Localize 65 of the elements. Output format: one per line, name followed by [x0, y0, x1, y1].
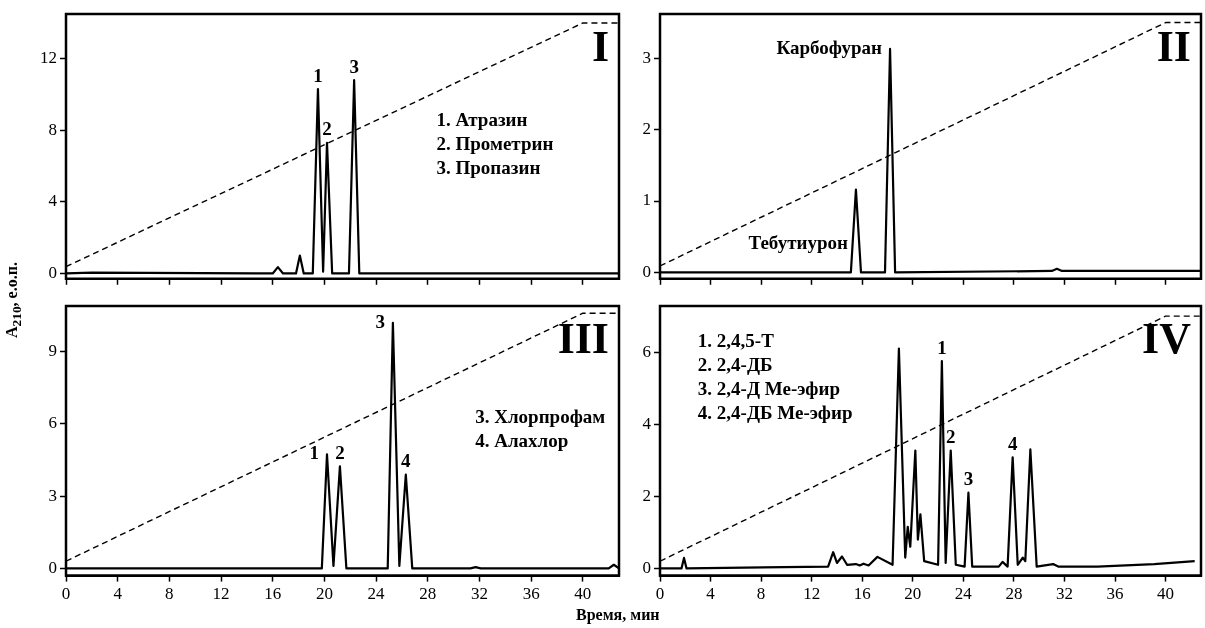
annotation: 4. Алахлор — [475, 429, 569, 451]
annotation: 3. Пропазин — [436, 157, 541, 179]
annotation: III — [557, 314, 609, 364]
annotation: Карбофуран — [776, 36, 883, 58]
y-tick-label: 9 — [48, 341, 57, 361]
annotation: 2. Прометрин — [436, 133, 554, 155]
y-tick-label: 12 — [40, 48, 57, 68]
annotation: 1. Атразин — [436, 109, 528, 131]
x-tick-label: 32 — [1055, 584, 1073, 604]
annotation: 1 — [313, 64, 323, 86]
y-tick-label: 6 — [48, 413, 57, 433]
annotation: 3 — [963, 468, 974, 490]
y-tick-label: 4 — [642, 413, 652, 433]
y-tick-label: 3 — [48, 485, 57, 505]
y-tick-label: 4 — [48, 191, 58, 211]
x-tick-label: 28 — [1005, 584, 1023, 604]
annotation: 2 — [335, 441, 345, 463]
y-tick-label: 0 — [48, 262, 57, 282]
annotation: IV — [1142, 314, 1192, 364]
annotation: II — [1156, 22, 1191, 72]
annotation: 4. 2,4-ДБ Ме-эфир — [697, 402, 853, 424]
x-tick-label: 12 — [212, 584, 230, 604]
annotation: 4 — [401, 449, 412, 471]
x-tick-label: 20 — [904, 584, 922, 604]
x-tick-label: 36 — [1106, 584, 1124, 604]
x-tick-label: 8 — [756, 584, 766, 604]
y-tick-label: 2 — [642, 119, 651, 139]
annotation: 1 — [937, 336, 947, 358]
x-tick-label: 24 — [367, 584, 386, 604]
annotation: 1. 2,4,5-T — [697, 330, 775, 352]
y-tick-label: 0 — [642, 557, 651, 577]
y-tick-label: 8 — [48, 119, 57, 139]
annotation: 3. 2,4-Д Ме-эфир — [697, 378, 840, 400]
annotation: 4 — [1007, 432, 1018, 454]
x-tick-label: 24 — [954, 584, 973, 604]
x-tick-label: 12 — [803, 584, 821, 604]
annotation: 1 — [309, 442, 319, 464]
annotation: 3. Хлорпрофам — [475, 405, 606, 427]
y-tick-label: 2 — [642, 485, 651, 505]
annotation: 2 — [322, 118, 332, 140]
annotation: 2. 2,4-ДБ — [697, 354, 773, 376]
x-tick-label: 16 — [853, 584, 871, 604]
x-tick-label: 36 — [522, 584, 540, 604]
x-tick-label: 40 — [1157, 584, 1175, 604]
y-tick-label: 3 — [642, 47, 651, 67]
x-tick-label: 28 — [419, 584, 437, 604]
x-tick-label: 20 — [315, 584, 333, 604]
x-axis-title: Время, мин — [576, 606, 660, 624]
annotation: 2 — [945, 425, 956, 447]
y-tick-label: 1 — [642, 190, 651, 210]
x-tick-label: 0 — [655, 584, 665, 604]
x-tick-label: 16 — [264, 584, 282, 604]
annotation: I — [591, 22, 609, 72]
y-tick-label: 0 — [48, 557, 57, 577]
annotation: Тебутиурон — [748, 231, 848, 253]
x-tick-label: 4 — [113, 584, 123, 604]
x-tick-label: 32 — [470, 584, 488, 604]
x-tick-label: 40 — [574, 584, 592, 604]
x-tick-label: 4 — [706, 584, 716, 604]
y-tick-label: 6 — [642, 341, 651, 361]
x-tick-label: 0 — [61, 584, 71, 604]
annotation: 3 — [375, 310, 385, 332]
y-tick-label: 0 — [642, 261, 651, 281]
x-tick-label: 8 — [165, 584, 174, 604]
annotation: 3 — [349, 55, 359, 77]
